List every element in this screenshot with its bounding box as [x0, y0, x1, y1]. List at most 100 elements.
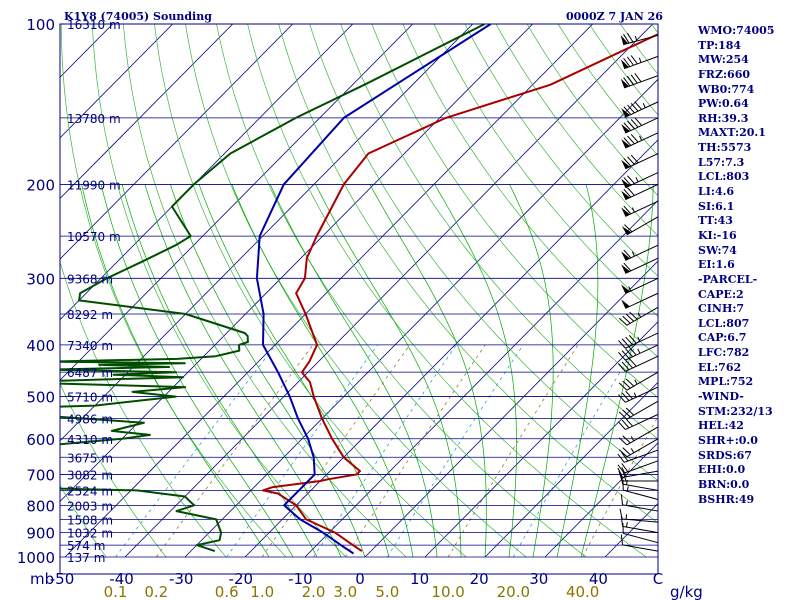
- wind-barb-staff: [625, 355, 659, 372]
- mixing-ratio-tick-label: 5.0: [375, 583, 399, 600]
- wind-barb-pennant: [621, 226, 632, 235]
- wind-barb-feather: [627, 120, 635, 130]
- wind-barb: [618, 426, 659, 446]
- wind-barb-staff: [622, 504, 659, 512]
- wind-barb-feather: [621, 452, 629, 462]
- wind-barb-feather: [621, 361, 630, 371]
- wind-barb-feather: [625, 336, 633, 346]
- wind-barb-pennant: [621, 159, 630, 169]
- wind-barb-feather: [634, 73, 642, 83]
- wind-barb: [620, 534, 659, 552]
- temperature-tick-label: -40: [109, 570, 134, 588]
- wind-barb-feather: [623, 158, 632, 167]
- wind-barb-feather: [623, 57, 631, 67]
- mixing-ratio-tick-label: 2.0: [302, 583, 326, 600]
- isotherm-line: [60, 24, 533, 503]
- mixing-ratio-tick-label: 3.0: [333, 583, 357, 600]
- wind-barb-staff: [626, 438, 659, 458]
- index-item: SW:74: [698, 243, 737, 257]
- wind-barb-staff: [625, 277, 659, 294]
- height-label: 6487 m: [67, 366, 113, 380]
- wind-barb-pennant: [621, 284, 630, 294]
- wind-barb-feather: [625, 359, 633, 369]
- height-label: 5710 m: [67, 391, 113, 405]
- wind-barb-feather: [623, 249, 632, 259]
- wind-barb-staff: [622, 544, 659, 552]
- index-item: PW:0.64: [698, 97, 749, 111]
- index-item: SHR+:0.0: [698, 433, 758, 447]
- pressure-tick-label: 400: [26, 337, 55, 355]
- wind-barb-half-feather: [637, 312, 642, 318]
- index-item: FRZ:660: [698, 67, 751, 81]
- wind-barb-feather: [618, 317, 628, 326]
- isotherm-line: [60, 24, 413, 381]
- isotherm-line: [304, 199, 658, 558]
- wind-barb: [618, 371, 659, 391]
- height-label: 3082 m: [67, 468, 113, 482]
- mixing-ratio-tick-label: 1.0: [250, 583, 274, 600]
- wind-barb-feather: [625, 390, 633, 400]
- isotherm-line: [60, 24, 353, 321]
- height-label: 13780 m: [67, 112, 121, 126]
- wind-barb-feather: [627, 187, 635, 196]
- index-item: RH:39.3: [698, 111, 749, 125]
- wind-barb-feather: [623, 188, 632, 198]
- wind-barb-feather: [625, 313, 635, 322]
- wind-barb-feather: [622, 447, 631, 456]
- wind-barb-staff: [626, 306, 659, 326]
- wind-barb-feather: [630, 74, 638, 84]
- wind-barb-staff: [622, 470, 659, 478]
- wind-barb-half-feather: [637, 348, 641, 354]
- wind-barb-staff: [622, 525, 659, 534]
- wind-barb-staff: [625, 413, 659, 431]
- wind-barb-feather: [627, 156, 635, 165]
- pressure-tick-label: 100: [26, 16, 55, 34]
- wind-barb-staff: [625, 332, 659, 349]
- wind-barb-staff: [624, 460, 659, 474]
- wind-barb-feather: [621, 467, 627, 477]
- wind-barb: [622, 479, 659, 500]
- mixing-ratio-tick-label: 40.0: [566, 583, 599, 600]
- wind-barb: [618, 438, 659, 458]
- wind-barb-feather: [626, 75, 634, 85]
- wind-barb: [621, 257, 659, 274]
- wind-barb-staff: [623, 532, 659, 544]
- wind-barb-feather: [634, 117, 643, 126]
- index-item: TT:43: [698, 214, 733, 228]
- index-item: LI:4.6: [698, 185, 735, 199]
- temperature-tick-label: 20: [470, 570, 489, 588]
- index-item: EL:762: [698, 360, 742, 374]
- wind-barb-staff: [624, 449, 659, 463]
- wind-barb: [621, 101, 659, 118]
- isotherm-line: [484, 381, 658, 558]
- wind-barb-feather: [621, 392, 630, 401]
- wind-barb-feather: [626, 32, 634, 43]
- pressure-tick-label: 300: [26, 270, 55, 288]
- wind-barb-feather: [630, 154, 639, 164]
- pressure-tick-label: 600: [26, 431, 55, 449]
- mixing-ratio-tick-label: 0.6: [215, 583, 239, 600]
- pressure-tick-label: 700: [26, 466, 55, 484]
- height-label: 4310 m: [67, 433, 113, 447]
- index-item: SRDS:67: [698, 448, 752, 462]
- wind-barb-staff: [625, 386, 659, 403]
- wind-barb: [621, 292, 659, 309]
- wind-barb-feather: [622, 409, 631, 418]
- wind-barb: [621, 244, 659, 261]
- wind-barb-feather: [625, 348, 633, 358]
- wind-barb-feather: [621, 338, 630, 347]
- wind-barb: [618, 386, 659, 403]
- wind-barb-feather: [618, 421, 626, 430]
- wind-barb-feather: [617, 453, 625, 463]
- wind-barb-pennant: [620, 78, 629, 88]
- wind-barb: [621, 200, 659, 217]
- wind-barb-half-feather: [634, 379, 638, 385]
- index-item: KI:-16: [698, 228, 737, 242]
- temperature-tick-label: -10: [288, 570, 313, 588]
- isotherm-line: [60, 24, 233, 200]
- height-labels: 16310 m 13780 m 11990 m 10570 m 9368 m 8292 m…: [67, 18, 121, 565]
- wind-barb-feather: [620, 515, 624, 527]
- pressure-tick-label: 900: [26, 525, 55, 543]
- height-label: 16310 m: [67, 18, 121, 32]
- pressure-unit-label: mb: [30, 570, 54, 588]
